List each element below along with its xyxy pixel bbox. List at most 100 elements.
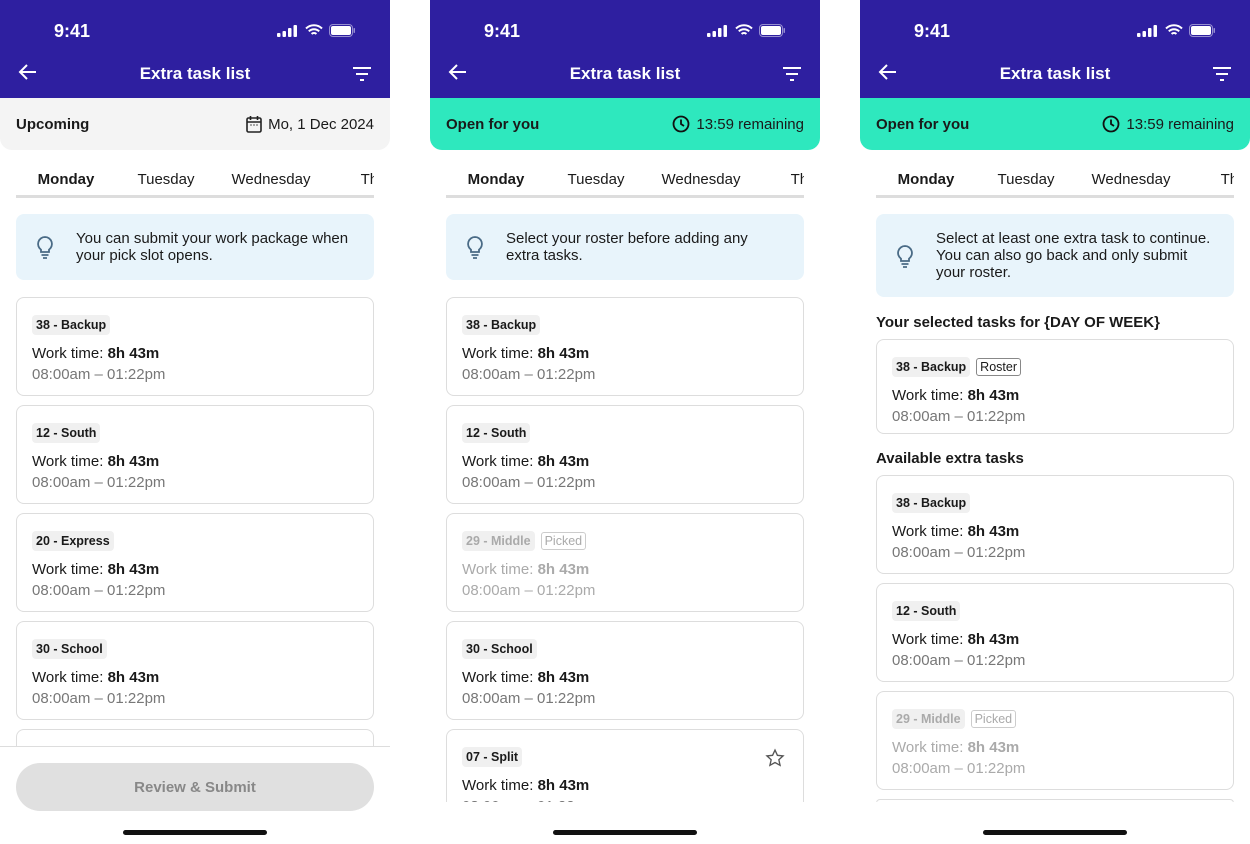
review-submit-button[interactable]: Review & Submit — [16, 763, 374, 811]
page-title: Extra task list — [569, 64, 681, 83]
task-card[interactable]: 07 - Split Work time: 8h 43m 08:00am – 0… — [446, 729, 804, 802]
work-time: Work time: 8h 43m — [892, 387, 1218, 404]
task-tag: 30 - School — [32, 639, 107, 659]
time-range: 08:00am – 01:22pm — [32, 582, 166, 599]
work-time-label: Work time: — [892, 523, 964, 540]
work-time: Work time: 8h 43m — [462, 345, 788, 362]
task-card[interactable]: 12 - South Work time: 8h 43m 08:00am – 0… — [16, 405, 374, 504]
day-tabs: Monday Tuesday Wednesday Thur — [16, 166, 374, 198]
home-indicator — [553, 830, 697, 835]
time-range: 08:00am – 01:22pm — [892, 408, 1026, 425]
work-time-value: 8h 43m — [967, 739, 1020, 756]
task-card[interactable]: 38 - Backup Work time: 8h 43m 08:00am – … — [16, 297, 374, 396]
filter-icon[interactable] — [352, 66, 372, 87]
time-range: 08:00am – 01:22pm — [892, 544, 1026, 561]
status-icons — [707, 24, 786, 37]
task-tag: 07 - Split — [462, 747, 523, 767]
work-time-label: Work time: — [32, 453, 104, 470]
task-tag: 20 - Express — [32, 531, 114, 551]
back-arrow-icon[interactable] — [448, 62, 468, 87]
tab-thur[interactable]: Thur — [1220, 171, 1234, 188]
tab-monday[interactable]: Monday — [876, 166, 976, 195]
tab-wednesday[interactable]: Wednesday — [1091, 171, 1171, 188]
task-tag: 12 - South — [892, 601, 961, 621]
task-card[interactable]: 12 - South Work time: 8h 43m 08:00am – 0… — [446, 405, 804, 504]
task-card[interactable]: 38 - Backup Work time: 8h 43m 08:00am – … — [876, 475, 1234, 574]
app-header: 9:41 Extra task list — [0, 0, 390, 98]
banner-value: 13:59 remaining — [696, 115, 804, 133]
work-time-value: 8h 43m — [107, 345, 160, 362]
work-time-label: Work time: — [892, 631, 964, 648]
phone-screen: 9:41 Extra task list Open for you 13:59 … — [860, 0, 1250, 844]
work-time-value: 8h 43m — [107, 453, 160, 470]
work-time: Work time: 8h 43m — [462, 561, 788, 578]
day-tabs: Monday Tuesday Wednesday Thur — [446, 166, 804, 198]
tab-thur[interactable]: Thur — [790, 171, 804, 188]
home-indicator — [123, 830, 267, 835]
work-time-value: 8h 43m — [967, 631, 1020, 648]
work-time: Work time: 8h 43m — [892, 523, 1218, 540]
tab-monday[interactable]: Monday — [16, 166, 116, 195]
task-list[interactable]: Select at least one extra task to contin… — [876, 214, 1234, 802]
task-tag: 38 - Backup — [32, 315, 111, 335]
signal-wifi-battery-icon — [707, 24, 786, 37]
task-tag: 12 - South — [462, 423, 531, 443]
info-message: Select at least one extra task to contin… — [876, 214, 1234, 297]
back-arrow-icon[interactable] — [878, 62, 898, 87]
status-time: 9:41 — [54, 21, 91, 41]
task-card[interactable]: 30 - School Work time: 8h 43m 08:00am – … — [446, 621, 804, 720]
clock-icon — [672, 115, 690, 133]
task-tag: 29 - Middle — [892, 709, 965, 729]
status-icons — [1137, 24, 1216, 37]
work-time-label: Work time: — [32, 561, 104, 578]
work-time-value: 8h 43m — [967, 523, 1020, 540]
info-text: Select your roster before adding any ext… — [506, 230, 748, 264]
work-time-label: Work time: — [892, 387, 964, 404]
time-range: 08:00am – 01:22pm — [32, 366, 166, 383]
signal-wifi-battery-icon — [277, 24, 356, 37]
status-banner: Open for you 13:59 remaining — [860, 98, 1250, 150]
info-text: Select at least one extra task to contin… — [936, 230, 1211, 281]
task-card[interactable]: 38 - Backup Roster Work time: 8h 43m 08:0… — [876, 339, 1234, 434]
tab-thur[interactable]: Thur — [360, 171, 374, 188]
task-list[interactable]: You can submit your work package when yo… — [16, 214, 374, 746]
tab-tuesday[interactable]: Tuesday — [567, 171, 625, 188]
back-arrow-icon[interactable] — [18, 62, 38, 87]
task-card[interactable]: 38 - Backup Work time: 8h 43m 08:00am – … — [446, 297, 804, 396]
tab-tuesday[interactable]: Tuesday — [137, 171, 195, 188]
work-time-value: 8h 43m — [107, 669, 160, 686]
task-card: 29 - Middle Picked Work time: 8h 43m 08:0… — [446, 513, 804, 612]
task-list[interactable]: Select your roster before adding any ext… — [446, 214, 804, 802]
work-time-value: 8h 43m — [537, 453, 590, 470]
filter-icon[interactable] — [782, 66, 802, 87]
star-icon[interactable] — [765, 748, 785, 773]
work-time-label: Work time: — [462, 777, 534, 794]
status-time: 9:41 — [914, 21, 951, 41]
filter-icon[interactable] — [1212, 66, 1232, 87]
tab-wednesday[interactable]: Wednesday — [231, 171, 311, 188]
status-icons — [277, 24, 356, 37]
info-message: You can submit your work package when yo… — [16, 214, 374, 280]
info-text: You can submit your work package when yo… — [76, 230, 349, 264]
task-card[interactable]: 12 - South Work time: 8h 43m 08:00am – 0… — [876, 583, 1234, 682]
tab-wednesday[interactable]: Wednesday — [661, 171, 741, 188]
banner-label: Open for you — [446, 115, 540, 133]
task-card[interactable] — [16, 729, 374, 746]
task-card[interactable]: 30 - School Work time: 8h 43m 08:00am – … — [16, 621, 374, 720]
task-tag: 12 - South — [32, 423, 101, 443]
work-time-value: 8h 43m — [537, 669, 590, 686]
work-time-label: Work time: — [462, 345, 534, 362]
page-title: Extra task list — [139, 64, 251, 83]
calendar-icon — [246, 115, 262, 133]
time-range: 08:00am – 01:22pm — [462, 366, 596, 383]
work-time-label: Work time: — [462, 669, 534, 686]
work-time: Work time: 8h 43m — [32, 345, 358, 362]
time-range: 08:00am – 01:22pm — [892, 760, 1026, 777]
task-card[interactable] — [876, 799, 1234, 802]
banner-label: Open for you — [876, 115, 970, 133]
tab-monday[interactable]: Monday — [446, 166, 546, 195]
status-badge: Picked — [540, 532, 587, 550]
day-tabs: Monday Tuesday Wednesday Thur — [876, 166, 1234, 198]
tab-tuesday[interactable]: Tuesday — [997, 171, 1055, 188]
task-card[interactable]: 20 - Express Work time: 8h 43m 08:00am –… — [16, 513, 374, 612]
